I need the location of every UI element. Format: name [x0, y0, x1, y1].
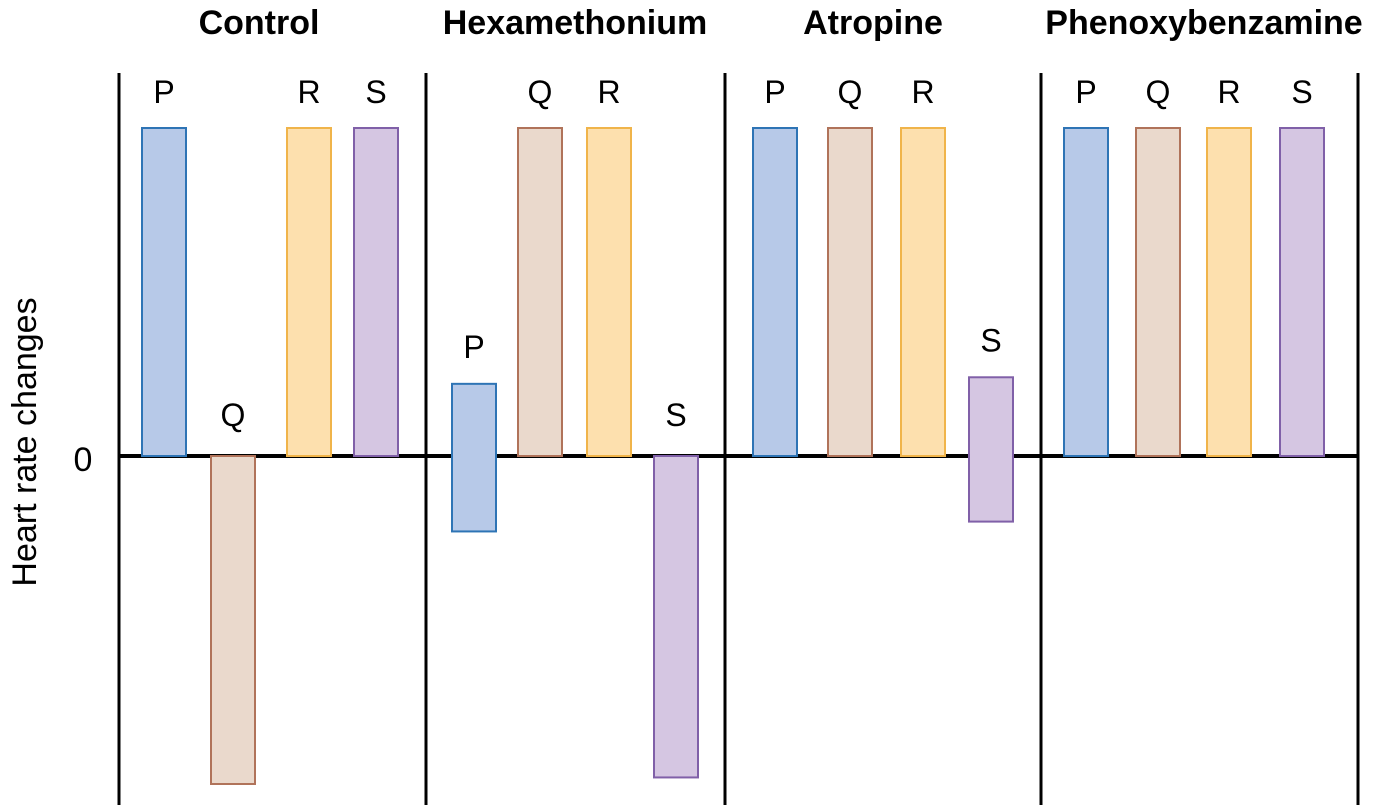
panel-titles: Control Hexamethonium Atropine Phenoxybenza…	[199, 4, 1363, 42]
y-axis-label: Heart rate changes	[6, 297, 44, 586]
bar-label-phenoxybenzamine-p: P	[1075, 74, 1096, 110]
bar-control-r	[286, 127, 332, 457]
bar-label-hexamethonium-p: P	[463, 329, 484, 365]
bar-label-atropine-r: R	[911, 74, 934, 110]
bar-atropine-r	[900, 127, 946, 457]
bar-atropine-p	[752, 127, 798, 457]
zero-tick-label: 0	[74, 441, 93, 479]
bar-hexamethonium-r	[586, 127, 632, 457]
bar-label-phenoxybenzamine-s: S	[1291, 74, 1312, 110]
bar-phenoxybenzamine-s	[1279, 127, 1325, 457]
bar-label-control-s: S	[365, 74, 386, 110]
bar-label-control-q: Q	[221, 397, 246, 433]
bar-labels: P Q R S P Q R S P Q R S P Q R S	[153, 74, 1312, 433]
bar-label-atropine-q: Q	[838, 74, 863, 110]
bars-layer	[141, 127, 1325, 785]
bar-phenoxybenzamine-r	[1206, 127, 1252, 457]
panel-title-hexamethonium: Hexamethonium	[443, 4, 708, 42]
panel-title-phenoxybenzamine: Phenoxybenzamine	[1045, 4, 1362, 42]
bar-label-control-p: P	[153, 74, 174, 110]
bar-phenoxybenzamine-p	[1063, 127, 1109, 457]
panel-dividers	[117, 73, 1360, 805]
bar-control-s	[353, 127, 399, 457]
panel-title-control: Control	[199, 4, 320, 42]
bar-phenoxybenzamine-q	[1135, 127, 1181, 457]
bar-label-atropine-p: P	[764, 74, 785, 110]
bar-label-hexamethonium-q: Q	[528, 74, 553, 110]
bar-label-hexamethonium-r: R	[597, 74, 620, 110]
bar-hexamethonium-q	[517, 127, 563, 457]
bar-label-control-r: R	[297, 74, 320, 110]
bar-hexamethonium-p	[451, 382, 497, 533]
bar-label-phenoxybenzamine-r: R	[1217, 74, 1240, 110]
bar-label-atropine-s: S	[980, 322, 1001, 358]
bar-atropine-q	[827, 127, 873, 457]
bar-control-p	[141, 127, 187, 457]
bar-hexamethonium-s	[653, 455, 699, 779]
bar-atropine-s	[968, 376, 1014, 523]
bar-label-hexamethonium-s: S	[665, 397, 686, 433]
panel-title-atropine: Atropine	[803, 4, 943, 42]
bar-control-q	[210, 455, 256, 785]
bar-label-phenoxybenzamine-q: Q	[1146, 74, 1171, 110]
